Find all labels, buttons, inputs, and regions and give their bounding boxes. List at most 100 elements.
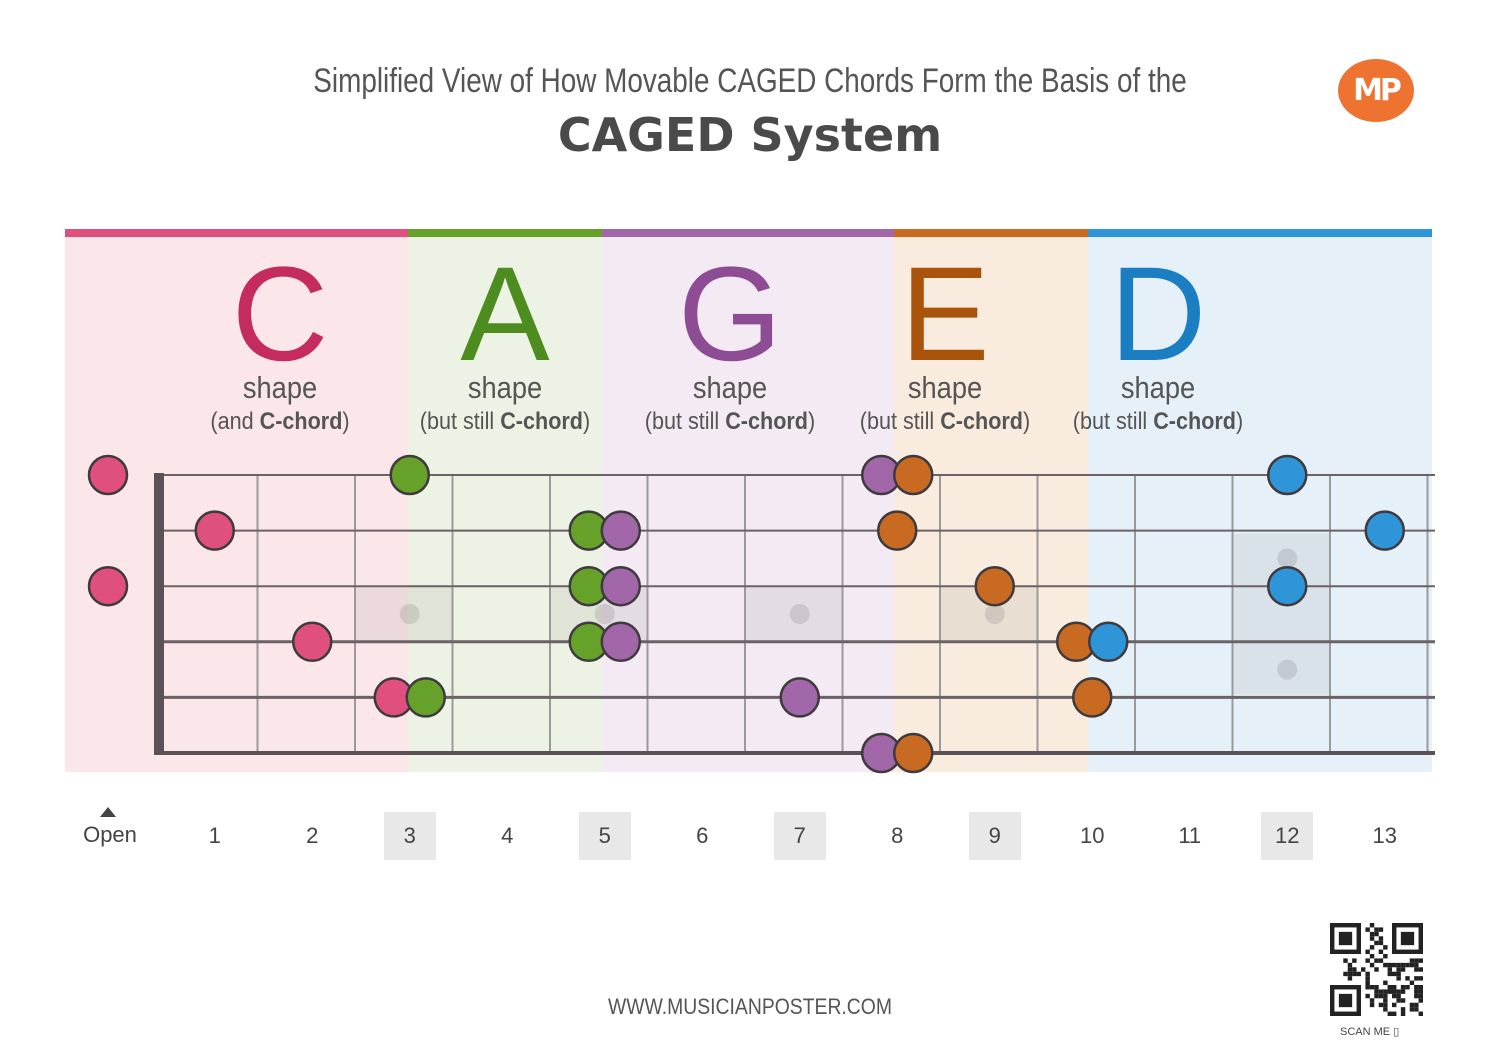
note-dot-g [600,565,641,607]
qr-module [1409,980,1415,985]
qr-module [1378,958,1384,963]
fret-number-11: 11 [1178,823,1202,848]
qr-module [1365,976,1370,981]
qr-module [1405,976,1410,981]
qr-module [1356,923,1361,954]
qr-module [1356,971,1361,977]
note-dot-e [893,454,934,496]
inlay-dot [984,604,1005,624]
fret-number-10: 10 [1080,823,1105,848]
inlay-dot [399,604,420,624]
qr-module [1392,962,1397,968]
note-dot-e [893,732,934,774]
qr-module [1418,998,1423,1003]
note-dot-c [87,565,129,607]
fret-number-9: 9 [968,812,1021,860]
qr-module [1365,980,1370,985]
qr-code-icon[interactable] [1330,923,1423,1016]
qr-module [1378,989,1384,994]
fret-number-2: 2 [306,823,319,848]
qr-module [1409,1007,1415,1012]
note-dot-d [1364,510,1405,551]
inlay-box [1232,533,1330,695]
qr-module [1396,976,1401,981]
qr-module [1374,931,1379,937]
qr-module [1374,989,1379,994]
qr-module [1392,1002,1397,1008]
region-c-shape [65,229,408,772]
qr-module [1405,985,1410,990]
qr-module [1361,967,1366,972]
region-e-shape [894,229,1088,772]
website-url[interactable]: WWW.MUSICIANPOSTER.COM [608,994,892,1019]
qr-module [1365,958,1370,963]
region-a-shape [408,229,602,772]
qr-module [1418,989,1423,994]
qr-module [1396,989,1401,994]
poster-title: CAGED System [557,108,943,162]
qr-module [1392,985,1397,990]
fret-number-7: 7 [773,812,826,860]
qr-module [1338,931,1353,946]
qr-module [1418,1011,1423,1016]
qr-module [1396,993,1401,999]
qr-module [1383,954,1388,959]
inlay-dot [594,604,615,624]
qr-module [1400,1011,1406,1016]
qr-module [1409,958,1415,963]
region-color-bar [408,229,602,237]
qr-module [1392,971,1397,977]
shape-letter-c: C [231,240,329,389]
qr-module [1414,976,1419,981]
qr-module [1414,958,1419,963]
qr-module [1400,985,1406,990]
qr-module [1392,923,1397,954]
qr-module [1392,949,1423,954]
qr-module [1400,931,1415,946]
qr-module [1387,989,1392,994]
qr-module [1400,967,1406,972]
inlay-dot [789,604,810,624]
region-color-bar [602,229,894,237]
open-arrow-icon [100,807,116,817]
fret-number-3: 3 [383,812,436,860]
qr-module [1383,962,1388,968]
qr-module [1369,945,1375,950]
note-dot-a [389,454,430,496]
region-color-bar [894,229,1088,237]
qr-module [1392,923,1423,928]
fret-number-6: 6 [696,823,709,848]
qr-module [1378,940,1384,946]
qr-module [1378,949,1384,954]
qr-module [1330,923,1361,928]
qr-module [1330,1011,1361,1016]
shape-word: shape [467,370,543,405]
note-dot-c [292,621,333,663]
qr-module [1400,1007,1406,1012]
qr-module [1369,1002,1375,1008]
qr-module [1374,927,1379,932]
fret-label-open: Open [83,822,137,847]
qr-module [1418,993,1423,999]
shape-subtitle: (and C-chord) [210,408,350,435]
shape-word: shape [242,370,318,405]
musicianposter-logo[interactable]: MP [1338,59,1414,122]
shape-letter-d: D [1109,240,1207,389]
qr-module [1400,962,1406,968]
qr-module [1414,1002,1419,1008]
qr-module [1352,967,1357,972]
shape-subtitle: (but still C-chord) [644,408,816,435]
qr-module [1369,962,1375,968]
qr-module [1409,962,1415,968]
qr-module [1396,967,1401,972]
note-dot-g [600,510,641,551]
shape-subtitle: (but still C-chord) [859,408,1031,435]
qr-module [1383,1002,1388,1008]
qr-module [1414,989,1419,994]
fret-number-5: 5 [578,812,631,860]
qr-module [1387,985,1392,990]
qr-module [1330,949,1361,954]
qr-module [1418,985,1423,990]
qr-module [1405,962,1410,968]
